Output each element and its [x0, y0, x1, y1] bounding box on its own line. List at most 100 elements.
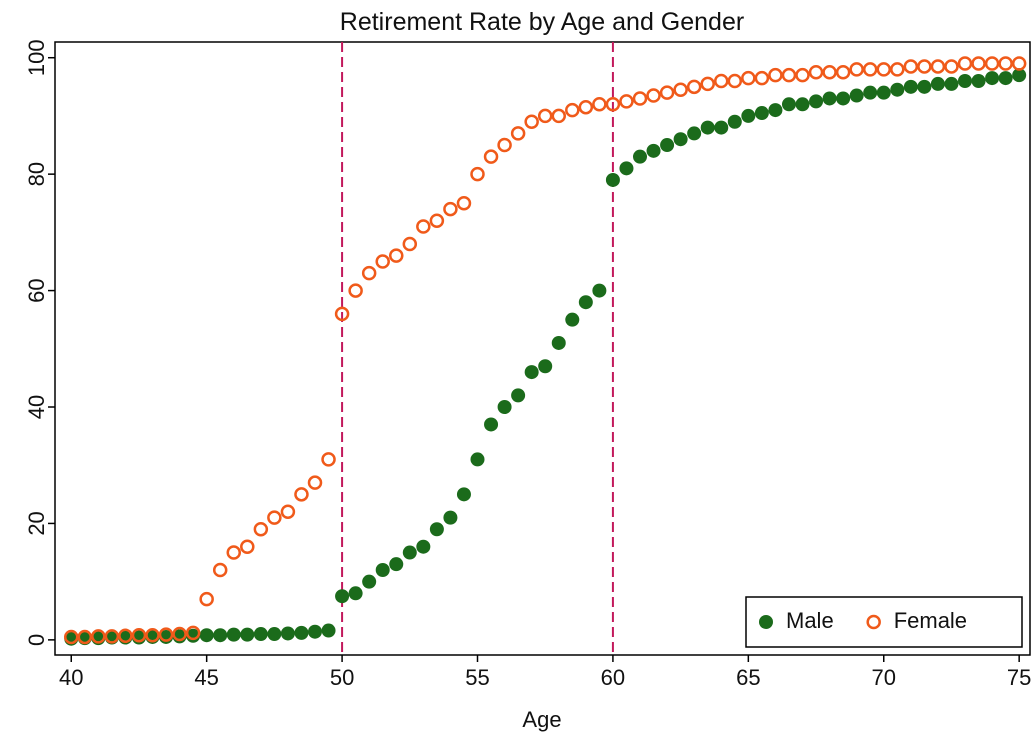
point [389, 248, 404, 263]
point [64, 629, 79, 645]
point [822, 91, 837, 106]
point [199, 591, 214, 607]
point [863, 85, 878, 100]
point [375, 563, 390, 578]
plot-frame [54, 41, 1031, 656]
point [998, 56, 1013, 71]
point [592, 283, 607, 298]
point [687, 126, 702, 141]
point [700, 76, 715, 92]
point [700, 120, 715, 135]
point [226, 627, 241, 642]
point [795, 97, 810, 112]
point [429, 213, 445, 228]
point [375, 254, 390, 269]
point [402, 236, 418, 252]
point [348, 586, 363, 601]
point [497, 400, 512, 415]
x-tick-label: 70 [872, 665, 896, 690]
point [673, 82, 688, 97]
point [605, 97, 621, 112]
point [768, 67, 783, 83]
point [308, 624, 322, 639]
point [456, 196, 472, 211]
y-tick-label: 60 [24, 278, 49, 302]
point [524, 114, 539, 130]
point [524, 365, 539, 380]
y-tick-label: 80 [24, 162, 49, 186]
point [361, 265, 377, 281]
point [240, 627, 255, 642]
point [348, 283, 363, 298]
point [714, 120, 729, 135]
point [876, 62, 891, 77]
point [957, 56, 973, 71]
x-tick-label: 50 [330, 665, 354, 690]
x-tick-label: 45 [194, 665, 218, 690]
point [632, 91, 648, 106]
point [903, 79, 918, 94]
point [185, 625, 201, 641]
point [429, 522, 444, 537]
point [646, 88, 661, 103]
point [416, 539, 431, 554]
x-tick-label: 75 [1007, 665, 1031, 690]
point [551, 108, 566, 124]
point [876, 85, 891, 100]
point [335, 589, 350, 604]
point [605, 172, 620, 187]
y-tick-label: 100 [24, 39, 49, 76]
point [1012, 68, 1027, 83]
point [754, 106, 769, 121]
chart-title: Retirement Rate by Age and Gender [340, 8, 744, 36]
point [958, 74, 972, 89]
series-1 [64, 56, 1027, 645]
point [808, 65, 824, 80]
point [727, 73, 743, 89]
point [145, 627, 160, 643]
legend-marker [866, 614, 881, 630]
point [686, 79, 702, 95]
point [172, 626, 187, 642]
point [456, 487, 471, 502]
point [240, 539, 255, 554]
legend-marker [759, 615, 773, 629]
point [985, 71, 1000, 86]
point [754, 70, 770, 86]
point [1011, 56, 1027, 71]
x-tick-label: 40 [59, 665, 83, 690]
point [307, 475, 323, 490]
x-axis-label: Age [522, 707, 561, 732]
point [633, 149, 647, 164]
point [781, 97, 796, 112]
point [971, 56, 986, 71]
point [930, 59, 946, 74]
point [91, 629, 106, 644]
point [389, 557, 404, 572]
point [294, 487, 309, 502]
point [917, 79, 932, 94]
point [77, 629, 93, 645]
point [497, 137, 512, 153]
point [213, 628, 228, 643]
y-tick-label: 40 [24, 395, 49, 419]
point [551, 335, 566, 350]
point [795, 67, 810, 83]
point [646, 143, 661, 158]
point [659, 85, 675, 100]
y-tick-label: 0 [24, 634, 49, 646]
series-0 [64, 68, 1027, 646]
point [402, 545, 417, 560]
point [280, 626, 295, 641]
point [253, 522, 269, 537]
point [538, 359, 553, 374]
point [781, 67, 797, 83]
point [578, 295, 593, 310]
point [470, 166, 485, 182]
point [822, 65, 837, 80]
legend-label: Male [786, 608, 834, 633]
point [484, 417, 499, 432]
point [768, 103, 783, 118]
point [836, 91, 851, 106]
